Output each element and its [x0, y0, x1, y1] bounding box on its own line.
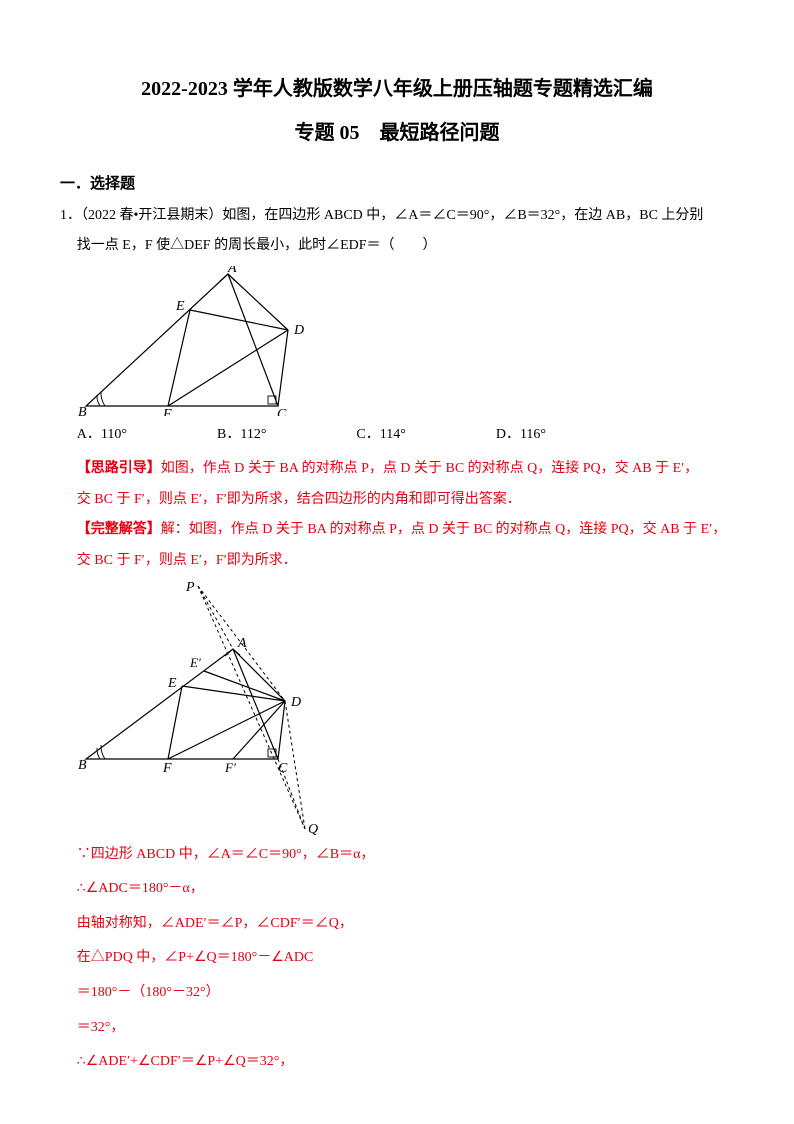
guide-line-1: 【思路引导】如图，作点 D 关于 BA 的对称点 P，点 D 关于 BC 的对称… [60, 456, 734, 483]
svg-text:F′: F′ [224, 760, 236, 775]
full-label: 【完整解答】 [77, 522, 161, 537]
problem-line-1: 1．（2022 春•开江县期末）如图，在四边形 ABCD 中，∠A＝∠C＝90°… [60, 203, 734, 230]
full-line-1: 【完整解答】解：如图，作点 D 关于 BA 的对称点 P，点 D 关于 BC 的… [60, 517, 734, 544]
full-line-2: 交 BC 于 F′，则点 E′，F′即为所求． [60, 548, 734, 575]
guide-text-1: 如图，作点 D 关于 BA 的对称点 P，点 D 关于 BC 的对称点 Q，连接… [161, 461, 698, 476]
svg-text:B: B [78, 405, 87, 416]
problem-line-2: 找一点 E，F 使△DEF 的周长最小，此时∠EDF＝（ ） [60, 233, 734, 260]
proof-line-6: ∴∠ADE′+∠CDF′＝∠P+∠Q＝32°， [60, 1049, 734, 1076]
svg-text:D: D [290, 695, 301, 710]
svg-text:A: A [237, 636, 247, 651]
option-c: C．114° [356, 422, 405, 449]
section-heading: 一．选择题 [60, 170, 734, 199]
options-row: A．110° B．112° C．114° D．116° [60, 422, 734, 449]
full-text-1: 解：如图，作点 D 关于 BA 的对称点 P，点 D 关于 BC 的对称点 Q，… [161, 522, 726, 537]
svg-text:F: F [162, 761, 172, 776]
proof-line-2: 由轴对称知，∠ADE′＝∠P，∠CDF′＝∠Q， [60, 911, 734, 938]
svg-text:P: P [185, 581, 195, 595]
svg-text:C: C [278, 761, 288, 776]
proof-line-4: ＝180°－（180°－32°） [60, 980, 734, 1007]
option-a: A．110° [77, 422, 127, 449]
option-d: D．116° [496, 422, 546, 449]
proof-line-0: ∵四边形 ABCD 中，∠A＝∠C＝90°，∠B＝α， [60, 842, 734, 869]
svg-text:D: D [293, 323, 304, 338]
guide-line-2: 交 BC 于 F′，则点 E′，F′即为所求，结合四边形的内角和即可得出答案． [60, 487, 734, 514]
svg-text:E: E [167, 676, 177, 691]
guide-label: 【思路引导】 [77, 461, 161, 476]
diagram-2: P A E′ E D B F F′ C Q [78, 581, 734, 836]
proof-line-3: 在△PDQ 中，∠P+∠Q＝180°－∠ADC [60, 945, 734, 972]
page-title-main: 2022-2023 学年人教版数学八年级上册压轴题专题精选汇编 [60, 70, 734, 108]
svg-text:E′: E′ [189, 655, 201, 670]
svg-text:Q: Q [308, 822, 318, 836]
svg-text:A: A [227, 266, 237, 276]
diagram-1: A D C B E F [78, 266, 734, 416]
svg-text:C: C [277, 407, 287, 416]
option-b: B．112° [217, 422, 266, 449]
proof-line-1: ∴∠ADC＝180°－α， [60, 876, 734, 903]
proof-line-5: ＝32°， [60, 1015, 734, 1042]
svg-text:B: B [78, 758, 87, 773]
svg-text:E: E [175, 299, 185, 314]
page-title-sub: 专题 05 最短路径问题 [60, 114, 734, 152]
svg-text:F: F [162, 407, 172, 416]
